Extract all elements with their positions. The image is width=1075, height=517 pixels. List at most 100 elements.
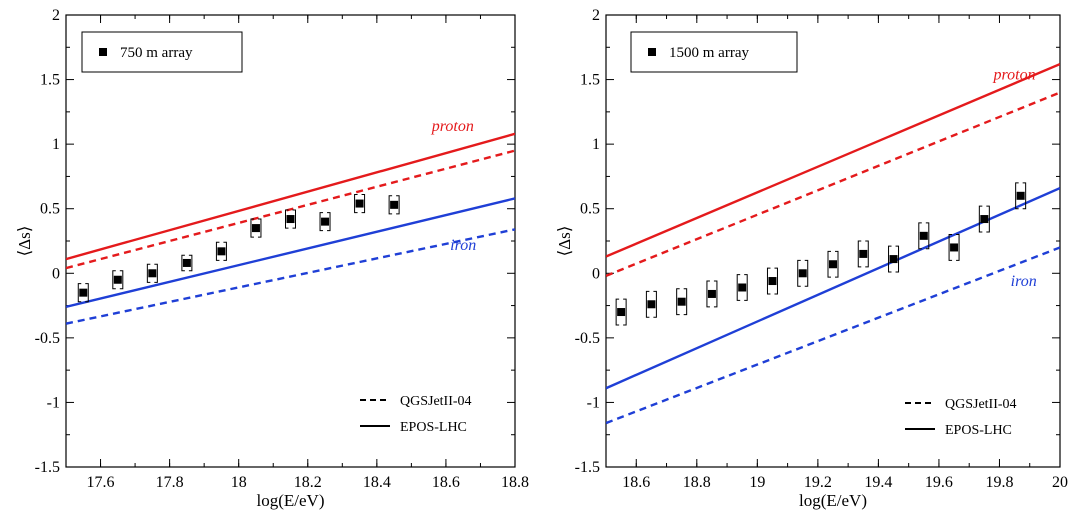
y-tick-label: -1.5 [35, 459, 60, 476]
sys-bracket-left [736, 274, 741, 301]
sys-bracket-right [396, 195, 400, 215]
sys-bracket-left [1015, 182, 1019, 210]
model-legend-label: QGSJetII-04 [945, 397, 1017, 412]
y-tick-label: 2 [592, 7, 600, 24]
y-tick-label: 0.5 [580, 201, 600, 218]
legend-marker [648, 48, 656, 56]
x-tick-label: 19.8 [985, 474, 1013, 491]
sys-bracket-left [215, 241, 220, 261]
y-tick-label: -1 [47, 394, 60, 411]
data-point-group [388, 195, 400, 215]
y-tick-label: -1.5 [575, 459, 600, 476]
y-tick-label: 1 [592, 136, 600, 153]
sys-bracket-left [354, 194, 358, 214]
data-point [919, 231, 928, 240]
data-point-group [354, 194, 366, 214]
y-axis-label: ⟨Δs⟩ [15, 226, 34, 257]
model-legend-label: EPOS-LHC [400, 420, 467, 435]
y-tick-label: -0.5 [575, 330, 600, 347]
data-point-group [888, 245, 900, 273]
sys-bracket-left [319, 212, 324, 232]
sys-bracket-right [744, 274, 748, 301]
x-tick-label: 20 [1052, 474, 1068, 491]
model-legend-label: EPOS-LHC [945, 423, 1012, 438]
legend-marker [99, 48, 107, 56]
x-tick-label: 19 [749, 474, 765, 491]
sys-bracket-left [948, 234, 953, 261]
sys-bracket-left [250, 218, 254, 238]
data-point [829, 260, 837, 269]
sys-bracket-left [112, 270, 116, 290]
x-tick-label: 18.6 [622, 474, 650, 491]
sys-bracket-left [146, 263, 151, 283]
data-point [321, 217, 330, 226]
data-point [79, 288, 88, 297]
annotation-proton: proton [993, 67, 1036, 84]
x-tick-label: 19.4 [864, 474, 892, 491]
y-tick-label: 2 [52, 7, 60, 24]
y-tick-label: 1 [52, 136, 60, 153]
y-tick-label: 1.5 [580, 72, 600, 89]
sys-bracket-left [827, 250, 831, 278]
sys-bracket-right [257, 218, 262, 238]
model-line-iron-qgsjetii-04 [66, 228, 515, 325]
x-tick-label: 19.6 [925, 474, 953, 491]
sys-bracket-left [676, 288, 680, 316]
data-point [707, 289, 716, 298]
legend-label: 750 m array [120, 45, 193, 61]
chart-panel-2: -1.5 -1 -0.5 0 0.5 1 1.5 2 18.6 18.8 19 19.2 19.4 19.… [555, 7, 1068, 510]
x-tick-label: 18.8 [683, 474, 711, 491]
data-point [980, 215, 989, 224]
y-tick-label: -0.5 [35, 330, 60, 347]
data-point [859, 249, 868, 258]
data-point [286, 215, 295, 224]
data-point [182, 258, 191, 267]
data-point [768, 277, 777, 286]
data-point [950, 243, 959, 252]
data-point-group [978, 205, 990, 233]
data-point [798, 269, 807, 278]
model-line-iron-epos-lhc [606, 186, 1060, 390]
annotation-iron: iron [1011, 273, 1037, 290]
sys-bracket-right [1022, 182, 1027, 210]
y-tick-label: 0.5 [40, 201, 60, 218]
data-point-group [77, 283, 89, 303]
sys-bracket-right [895, 245, 900, 273]
data-point-group [285, 209, 296, 229]
x-tick-label: 19.2 [804, 474, 832, 491]
data-point-group [857, 240, 869, 268]
annotation-proton: proton [431, 118, 474, 135]
sys-bracket-right [292, 209, 296, 229]
sys-bracket-left [797, 259, 801, 287]
sys-bracket-right [865, 240, 869, 268]
data-point-group [250, 218, 262, 238]
data-point-group [181, 254, 193, 272]
legend-label: 1500 m array [669, 45, 749, 61]
sys-bracket-left [645, 290, 650, 318]
model-lines [606, 62, 1060, 425]
x-tick-label: 18 [231, 474, 247, 491]
x-tick-label: 18.2 [294, 474, 322, 491]
data-point-group [948, 234, 960, 261]
data-point [148, 269, 157, 278]
y-tick-label: 0 [592, 265, 600, 282]
x-axis-label: log(E/eV) [799, 491, 867, 510]
model-legend-label: QGSJetII-04 [400, 394, 472, 409]
sys-bracket-left [181, 254, 185, 272]
sys-bracket-right [713, 280, 718, 308]
sys-bracket-right [119, 270, 124, 290]
data-point-group [146, 263, 158, 283]
data-point [113, 275, 122, 284]
sys-bracket-right [683, 288, 688, 316]
y-tick-label: 0 [52, 265, 60, 282]
data-point-group [645, 290, 657, 318]
chart-panel-1: -1.5 -1 -0.5 0 0.5 1 1.5 2 17.6 17.8 18 18.2 18.4 18.… [15, 7, 529, 510]
data-point [251, 224, 260, 233]
sys-bracket-right [361, 194, 366, 214]
data-point-group [319, 212, 331, 232]
data-point [647, 300, 656, 309]
x-tick-label: 18.6 [432, 474, 460, 491]
data-point-group [766, 267, 778, 295]
sys-bracket-left [77, 283, 82, 303]
legend-box [81, 31, 243, 73]
